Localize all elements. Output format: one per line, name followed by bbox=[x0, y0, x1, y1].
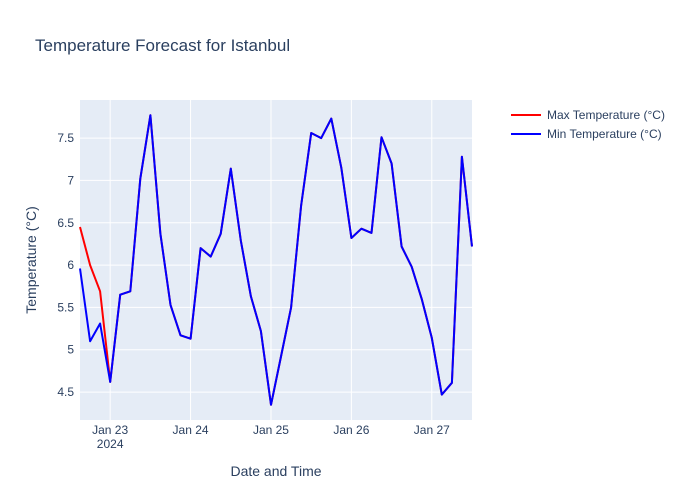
legend-label: Max Temperature (°C) bbox=[547, 108, 665, 122]
y-tick-label: 5 bbox=[67, 343, 74, 357]
y-tick-label: 7 bbox=[67, 173, 74, 187]
series-lines bbox=[79, 114, 473, 406]
y-axis-ticks: 4.5 5 5.5 6 6.5 7 7.5 bbox=[57, 131, 74, 399]
y-axis-title: Temperature (°C) bbox=[23, 206, 39, 314]
grid bbox=[80, 100, 472, 420]
plot-area bbox=[80, 100, 472, 420]
x-tick-label: Jan 27 bbox=[414, 423, 450, 437]
x-axis-title: Date and Time bbox=[230, 463, 321, 479]
y-tick-label: 5.5 bbox=[57, 300, 74, 314]
legend: Max Temperature (°C) Min Temperature (°C) bbox=[511, 108, 665, 141]
y-tick-label: 6 bbox=[67, 258, 74, 272]
x-tick-label: Jan 26 bbox=[333, 423, 369, 437]
y-tick-label: 4.5 bbox=[57, 385, 74, 399]
chart-title: Temperature Forecast for Istanbul bbox=[35, 36, 290, 55]
legend-item[interactable]: Max Temperature (°C) bbox=[511, 108, 665, 122]
series-line-min-temperature bbox=[79, 114, 473, 406]
x-tick-label: Jan 23 bbox=[92, 423, 128, 437]
y-tick-label: 7.5 bbox=[57, 131, 74, 145]
x-tick-label: Jan 24 bbox=[173, 423, 209, 437]
x-tick-label: Jan 25 bbox=[253, 423, 289, 437]
y-tick-label: 6.5 bbox=[57, 216, 74, 230]
legend-label: Min Temperature (°C) bbox=[547, 127, 662, 141]
legend-item[interactable]: Min Temperature (°C) bbox=[511, 127, 662, 141]
x-tick-year-label: 2024 bbox=[97, 437, 124, 451]
